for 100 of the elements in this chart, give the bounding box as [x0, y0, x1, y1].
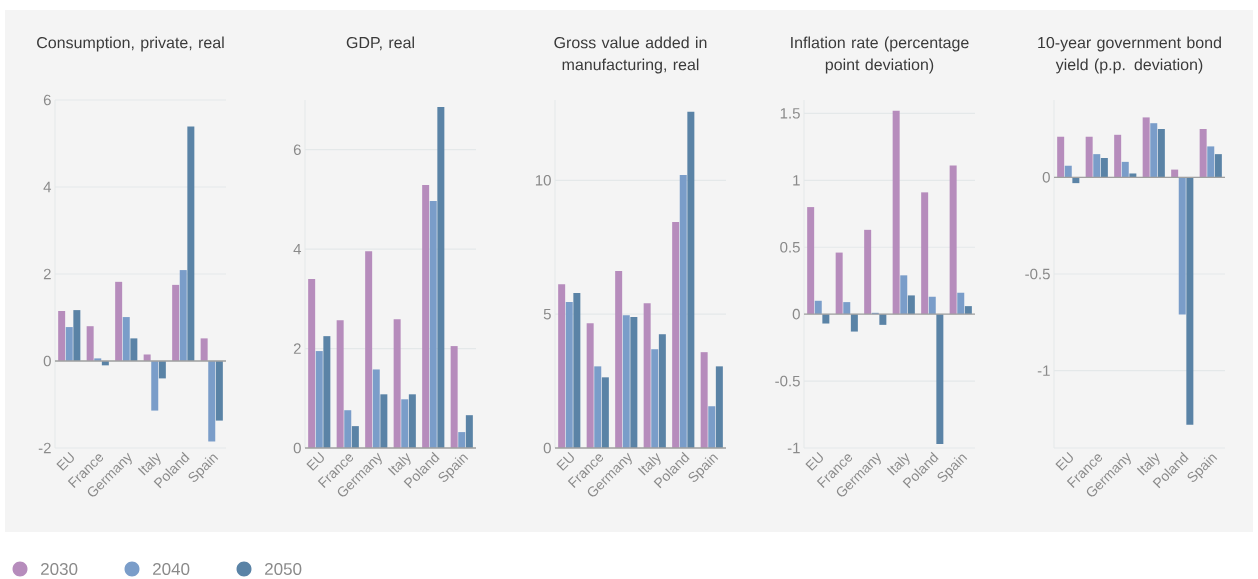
bar	[65, 327, 73, 361]
bar	[622, 315, 630, 448]
y-tick-label: 4	[43, 181, 52, 193]
y-tick-label: -1	[787, 442, 800, 454]
legend-label: 2040	[153, 562, 190, 576]
legend-label: 2050	[265, 562, 302, 576]
chart-title: 10-year government bond yield (p.p. deviation)	[1038, 36, 1221, 74]
y-tick-label: 2	[293, 343, 301, 354]
bar	[86, 326, 94, 361]
bar	[949, 165, 957, 315]
bar	[835, 252, 843, 315]
bar	[879, 314, 887, 325]
bar	[1171, 169, 1179, 178]
bar	[179, 270, 187, 361]
bar	[814, 300, 822, 315]
bar	[215, 361, 223, 421]
y-tick-label: 1.5	[780, 108, 800, 119]
bar	[351, 426, 359, 448]
bar	[187, 126, 195, 361]
bar	[651, 349, 659, 448]
bar	[708, 406, 716, 448]
bar	[1157, 129, 1165, 178]
bar	[158, 361, 166, 379]
bar	[1085, 136, 1093, 178]
bar	[422, 185, 430, 448]
bar	[122, 317, 130, 361]
y-tick-label: -0.5	[1025, 268, 1050, 280]
y-tick-label: 6	[293, 144, 301, 156]
bar	[658, 334, 666, 448]
bar	[401, 399, 409, 448]
bar	[615, 271, 623, 448]
bar	[143, 354, 151, 361]
y-tick-label: 6	[43, 94, 51, 106]
y-tick-label: -2	[38, 442, 51, 454]
bar	[1150, 123, 1158, 178]
chart-title: GDP, real	[346, 36, 414, 51]
bar	[687, 111, 695, 448]
bar	[336, 320, 344, 448]
bar	[315, 351, 323, 448]
y-tick-label: 0	[293, 442, 301, 454]
bar	[700, 352, 708, 448]
bar	[822, 314, 830, 324]
y-tick-label: 0	[543, 442, 551, 454]
bar	[565, 302, 573, 448]
bar	[1114, 134, 1122, 178]
bar	[601, 377, 609, 448]
chart-title: Consumption, private, real	[37, 36, 224, 52]
bar	[900, 275, 908, 315]
bar	[892, 110, 900, 315]
bar	[679, 174, 687, 448]
bar	[465, 415, 473, 448]
bar	[450, 346, 458, 448]
bar	[907, 295, 915, 315]
y-tick-label: -0.5	[775, 375, 800, 387]
bar	[130, 338, 138, 361]
bar	[372, 369, 380, 448]
bar	[437, 106, 445, 448]
bar	[200, 338, 208, 361]
bar	[1142, 117, 1150, 178]
bar	[936, 314, 944, 444]
bar	[715, 366, 723, 448]
bar	[365, 251, 373, 448]
y-tick-label: 2	[43, 268, 51, 280]
y-tick-label: -1	[1037, 365, 1050, 376]
chart-title: Gross value added in manufacturing, real	[554, 36, 707, 74]
bar	[850, 314, 858, 332]
bar	[921, 192, 929, 315]
bar	[928, 296, 936, 315]
bar	[1057, 136, 1065, 178]
bar	[208, 361, 216, 442]
bar	[58, 310, 66, 361]
bar	[672, 222, 680, 448]
y-tick-label: 10	[535, 174, 551, 186]
bar	[151, 361, 159, 411]
bar	[458, 432, 466, 448]
bar	[1214, 154, 1222, 178]
bar	[408, 394, 416, 448]
bar	[1100, 158, 1108, 178]
bar	[380, 394, 388, 448]
bar	[1178, 177, 1186, 315]
bar	[594, 366, 602, 448]
y-tick-label: 1	[793, 175, 800, 186]
y-tick-label: 0.5	[780, 241, 800, 253]
y-tick-label: 4	[293, 243, 302, 255]
bar	[1199, 129, 1207, 178]
bar	[172, 284, 180, 361]
y-tick-label: 0	[43, 355, 51, 367]
bar	[630, 317, 638, 448]
chart-title: Inflation rate (percentage point deviation)	[791, 36, 969, 74]
bar	[1064, 165, 1072, 178]
bar	[843, 302, 851, 315]
bar	[643, 303, 651, 448]
bar	[1129, 173, 1137, 178]
bar	[1121, 161, 1129, 178]
bar	[73, 310, 81, 361]
bar	[586, 323, 594, 448]
bar	[864, 229, 872, 315]
y-tick-label: 0	[792, 308, 800, 320]
bar	[558, 284, 566, 448]
bar	[964, 306, 972, 315]
